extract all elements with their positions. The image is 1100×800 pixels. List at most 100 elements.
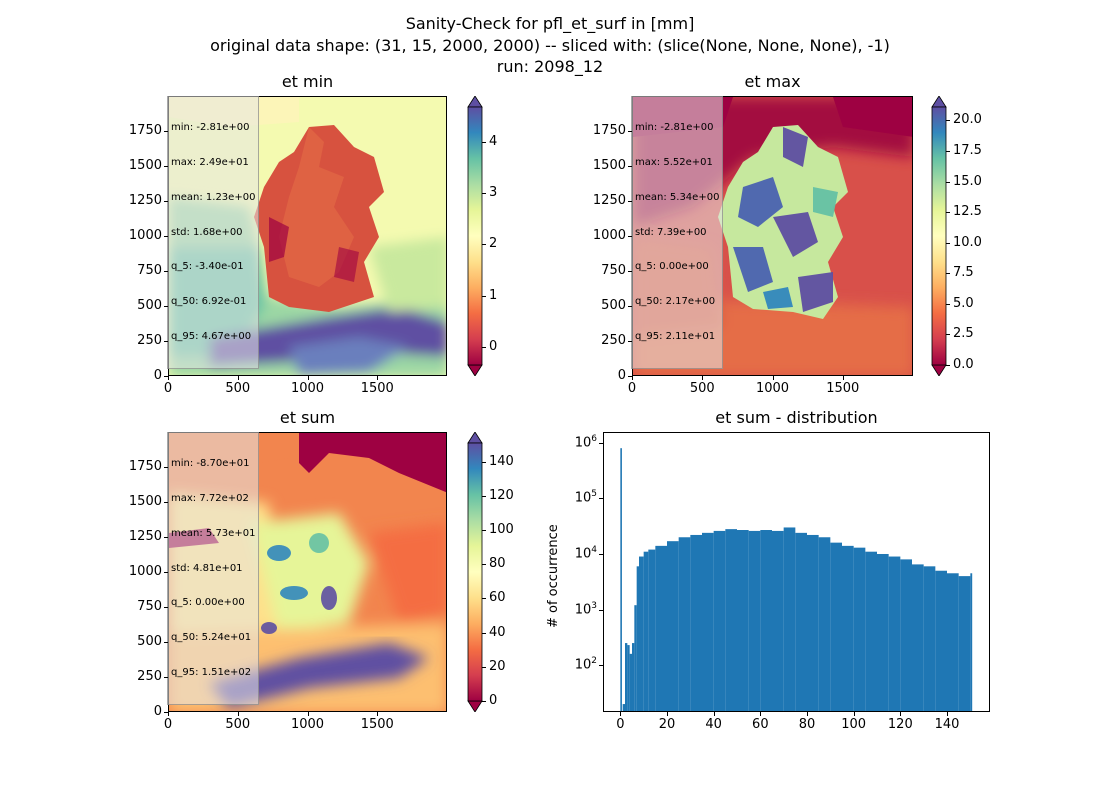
x-tickmark bbox=[237, 712, 239, 716]
x-tick-label: 60 bbox=[752, 717, 769, 732]
stat-line: q_5: 0.00e+00 bbox=[171, 597, 245, 609]
colorbar-tickmark bbox=[946, 212, 950, 214]
tick-exponent: 6 bbox=[591, 433, 597, 444]
histogram-bar bbox=[935, 570, 947, 711]
colorbar-tickmark bbox=[482, 701, 486, 702]
y-tick-label: 102 bbox=[537, 656, 597, 672]
y-tick-label: 1750 bbox=[128, 459, 162, 474]
tick-base: 10 bbox=[574, 490, 592, 506]
y-tickmark bbox=[599, 498, 603, 500]
y-tickmark bbox=[164, 677, 168, 678]
y-tickmark bbox=[628, 376, 632, 377]
histogram-bar bbox=[629, 653, 632, 711]
tick-base: 10 bbox=[574, 657, 592, 673]
histogram-bar bbox=[783, 527, 796, 711]
y-tick-label: 103 bbox=[537, 601, 597, 617]
colorbar-tickmark bbox=[482, 632, 486, 634]
colorbar-tickmark bbox=[482, 193, 486, 194]
y-tick-label: 1750 bbox=[592, 123, 626, 138]
histogram-bar bbox=[636, 566, 639, 711]
x-tick-label: 1500 bbox=[360, 381, 394, 396]
colorbar-tickmark bbox=[946, 303, 950, 305]
x-tickmark bbox=[307, 712, 309, 716]
x-tick-label: 0 bbox=[163, 717, 173, 732]
stat-line: mean: 5.73e+01 bbox=[171, 527, 256, 539]
colorbar-extend-max bbox=[467, 432, 483, 444]
x-tickmark bbox=[807, 712, 808, 716]
histogram-bar bbox=[888, 556, 901, 711]
histogram-bar bbox=[795, 532, 807, 711]
y-tick-label: 106 bbox=[537, 434, 597, 450]
histogram-bar bbox=[772, 530, 784, 711]
colorbar-tickmark bbox=[946, 120, 950, 122]
stat-line: max: 2.49e+01 bbox=[171, 156, 249, 168]
colorbar-tick-label: 40 bbox=[489, 624, 506, 640]
x-tickmark bbox=[842, 376, 844, 380]
x-tick-label: 1500 bbox=[360, 717, 394, 732]
colorbar-tick-label: 7.5 bbox=[953, 265, 974, 281]
colorbar-tick-label: 0.0 bbox=[953, 357, 974, 372]
x-tickmark bbox=[377, 712, 379, 716]
colorbar-tickmark bbox=[482, 530, 486, 532]
histogram-bar bbox=[877, 553, 889, 711]
colorbar-extend-max bbox=[931, 96, 947, 108]
x-tickmark bbox=[377, 376, 379, 380]
y-tickmark bbox=[628, 166, 632, 167]
y-tick-label: 1500 bbox=[128, 494, 162, 509]
colorbar-extend-min bbox=[467, 700, 483, 712]
colorbar-tickmark bbox=[946, 242, 950, 244]
x-tick-label: 40 bbox=[705, 717, 722, 732]
colorbar-gradient bbox=[467, 106, 483, 366]
histogram-bar bbox=[625, 643, 628, 711]
x-tick-label: 0 bbox=[163, 381, 173, 396]
y-tickmark bbox=[164, 201, 168, 202]
panel-title: et sum - distribution bbox=[715, 408, 878, 427]
y-tick-label: 750 bbox=[137, 599, 162, 614]
colorbar-tick-label: 1 bbox=[489, 287, 498, 303]
stat-line: q_95: 2.11e+01 bbox=[635, 330, 716, 342]
tick-exponent: 4 bbox=[591, 544, 597, 555]
y-tickmark bbox=[628, 271, 632, 272]
colorbar-tickmark bbox=[946, 365, 950, 366]
histogram-bar bbox=[627, 645, 630, 711]
x-tick-label: 500 bbox=[689, 381, 715, 396]
colorbar-tick-label: 140 bbox=[489, 453, 514, 469]
y-tick-label: 750 bbox=[601, 263, 626, 278]
y-tickmark bbox=[164, 341, 168, 342]
tick-exponent: 3 bbox=[591, 600, 597, 611]
histogram-bar bbox=[643, 551, 649, 711]
colorbar-tickmark bbox=[482, 347, 486, 349]
colorbar-tick-label: 12.5 bbox=[953, 204, 982, 220]
histogram-chart bbox=[620, 448, 973, 711]
colorbar-extend-max bbox=[467, 96, 483, 108]
stat-line: q_50: 5.24e+01 bbox=[171, 632, 252, 644]
x-tick-label: 500 bbox=[225, 381, 251, 396]
stat-line: q_95: 4.67e+00 bbox=[171, 330, 252, 342]
stats-box: min: -2.81e+00 max: 2.49e+01 mean: 1.23e… bbox=[167, 96, 260, 369]
y-tickmark bbox=[628, 236, 632, 237]
y-tickmark bbox=[164, 271, 168, 272]
stat-line: q_5: -3.40e-01 bbox=[171, 261, 244, 273]
histogram-bar bbox=[970, 573, 973, 711]
x-tickmark bbox=[237, 376, 239, 380]
colorbar-tickmark bbox=[482, 295, 486, 297]
y-tick-label: 500 bbox=[137, 634, 162, 649]
x-tickmark bbox=[772, 376, 774, 380]
x-tick-label: 140 bbox=[934, 717, 960, 732]
colorbar-tickmark bbox=[946, 273, 950, 275]
x-tickmark bbox=[900, 712, 902, 716]
y-tick-label: 104 bbox=[537, 545, 597, 561]
x-tickmark bbox=[307, 376, 309, 380]
tick-exponent: 5 bbox=[591, 489, 597, 500]
colorbar-tick-label: 60 bbox=[489, 590, 506, 606]
panel-title: et sum bbox=[279, 408, 336, 427]
colorbar-tick-label: 20 bbox=[489, 658, 506, 674]
y-tick-label: 105 bbox=[537, 489, 597, 505]
y-tick-label: 0 bbox=[153, 368, 162, 383]
x-tick-label: 500 bbox=[225, 717, 251, 732]
y-tickmark bbox=[599, 553, 603, 555]
histogram-bar bbox=[912, 564, 924, 711]
colorbar-tickmark bbox=[946, 334, 950, 336]
y-tick-label: 1250 bbox=[128, 529, 162, 544]
x-tickmark bbox=[760, 712, 762, 716]
